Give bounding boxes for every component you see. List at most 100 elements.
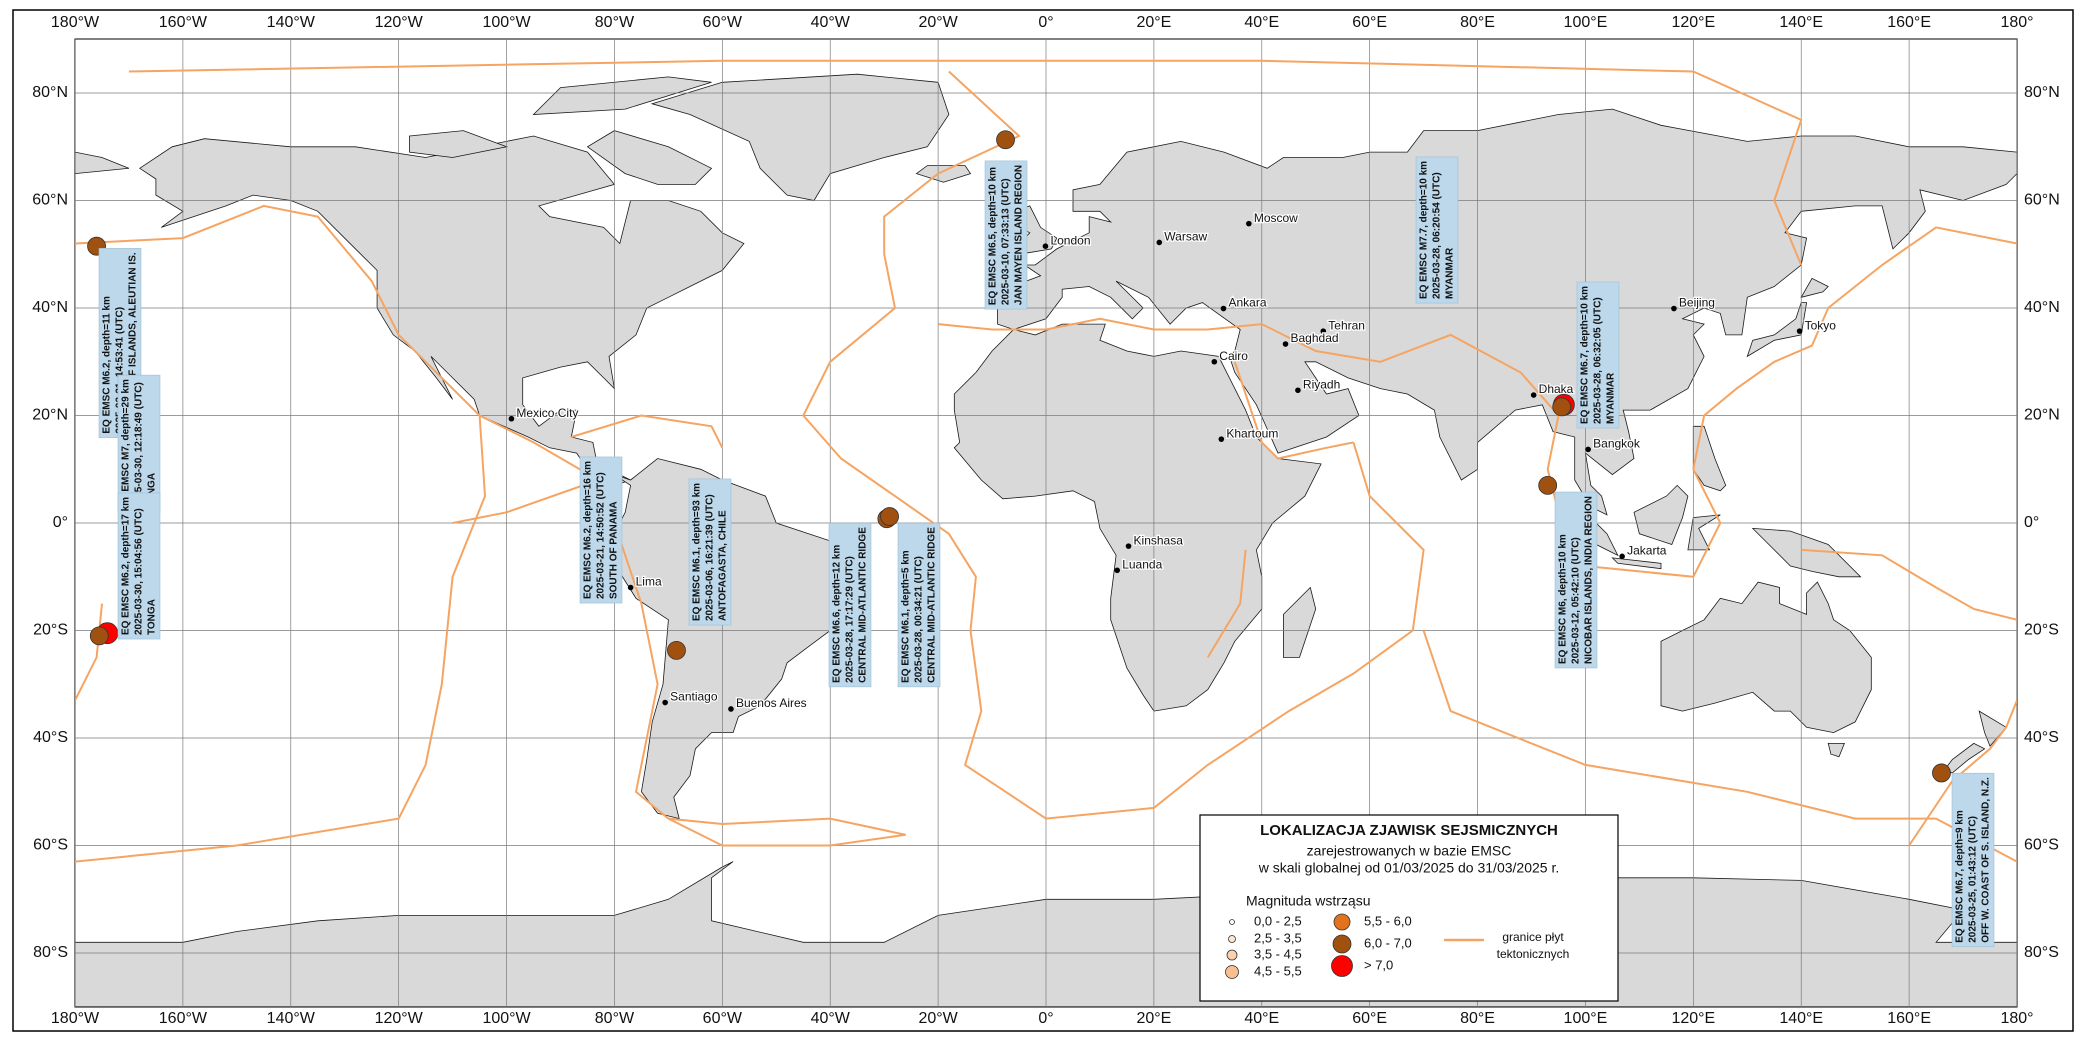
earthquake <box>1552 397 1572 417</box>
landmass <box>1751 527 1862 578</box>
lon-tick-label: 0° <box>1038 1010 1053 1027</box>
label-line: 2025-03-30, 15:04:56 (UTC) <box>134 508 145 635</box>
plate-boundary <box>571 414 724 449</box>
label-line: EQ EMSC M6.1, depth=5 km <box>901 550 912 683</box>
lon-tick-label: 100°E <box>1564 14 1608 31</box>
landmass <box>1660 581 1872 734</box>
plate-boundary <box>1801 548 2017 621</box>
earthquake <box>1932 763 1951 783</box>
earthquake <box>880 507 899 526</box>
city-dot <box>728 706 734 712</box>
lon-tick-label: 160°W <box>159 14 208 31</box>
city-label: Tehran <box>1328 318 1365 332</box>
label-line: 2025-03-21, 14:53:41 (UTC) <box>115 307 126 434</box>
lat-tick-label: 60°N <box>2024 192 2060 209</box>
earthquake-label: EQ EMSC M7.7, depth=10 km 2025-03-28, 06:… <box>1415 156 1459 304</box>
label-line: ANTOFAGASTA, CHILE <box>718 510 729 621</box>
earthquake-label: EQ EMSC M6.6, depth=12 km 2025-03-28, 17:… <box>828 522 872 688</box>
lon-tick-label: 80°E <box>1460 1010 1495 1027</box>
earthquake <box>1538 475 1558 495</box>
lat-tick-label: 80°S <box>33 944 68 961</box>
lon-tick-label: 180°W <box>51 14 100 31</box>
lat-tick-label: 80°S <box>2024 944 2059 961</box>
city-dot <box>1042 243 1049 249</box>
legend-symbol <box>1331 955 1353 977</box>
legend-label: 5,5 - 6,0 <box>1364 913 1412 928</box>
label-line: 2025-03-28, 06:20:54 (UTC) <box>1432 172 1443 299</box>
label-line: MYANMAR <box>1445 247 1456 299</box>
landmass <box>532 76 712 115</box>
label-box <box>984 160 1028 310</box>
label-line: ANDREANOF ISLANDS, ALEUTIAN IS. <box>128 252 139 434</box>
legend-plates-label: tektonicznych <box>1497 947 1570 961</box>
earthquake-label: EQ EMSC M6.5, depth=10 km 2025-03-10, 07:… <box>984 160 1028 310</box>
plate-boundary <box>75 204 906 847</box>
legend-label: 3,5 - 4,5 <box>1254 946 1302 961</box>
landmass <box>1978 710 2007 747</box>
earthquake-label: EQ EMSC M6, depth=10 km 2025-03-12, 05:42… <box>1554 491 1598 669</box>
lon-tick-label: 180°W <box>51 1010 100 1027</box>
tick-labels: 180°W 180°W 160°W 160°W 140°W 140°W 120°W 120°W… <box>32 14 2060 1027</box>
label-line: EQ EMSC M7, depth=29 km <box>121 379 132 509</box>
label-line: OFF W. COAST OF S. ISLAND, N.Z. <box>1981 777 1992 943</box>
label-line: CENTRAL MID-ATLANTIC RIDGE <box>927 527 938 683</box>
city-dot <box>1125 543 1132 549</box>
city-label: Riyadh <box>1303 377 1340 391</box>
city-label: Cairo <box>1219 349 1248 363</box>
lon-tick-label: 20°W <box>918 14 958 31</box>
label-line: EQ EMSC M6.6, depth=12 km <box>832 545 843 683</box>
label-box <box>688 478 732 626</box>
city-dot <box>1114 567 1121 574</box>
label-line: 2025-03-28, 00:34:21 (UTC) <box>914 556 925 683</box>
city-dot <box>1530 392 1537 398</box>
lon-tick-label: 100°E <box>1564 1010 1608 1027</box>
plate-boundary <box>452 479 599 524</box>
city-label: Buenos Aires <box>736 696 807 710</box>
lon-tick-label: 60°W <box>703 14 743 31</box>
city-label: Kinshasa <box>1134 533 1184 547</box>
lon-tick-label: 40°W <box>811 1010 851 1027</box>
label-box <box>117 492 161 640</box>
label-line: EQ EMSC M7.7, depth=10 km <box>1419 161 1430 299</box>
earthquake <box>89 626 109 646</box>
city-label: Moscow <box>1254 211 1298 225</box>
lon-tick-label: 0° <box>1038 14 1053 31</box>
lon-tick-label: 140°E <box>1779 1010 1823 1027</box>
lat-tick-label: 20°N <box>2024 407 2060 424</box>
label-line: NICOBAR ISLANDS, INDIA REGION <box>1584 496 1595 664</box>
lon-tick-label: 80°E <box>1460 14 1495 31</box>
label-box <box>1576 281 1620 429</box>
earthquake-label: EQ EMSC M6.2, depth=16 km 2025-03-21, 14:… <box>579 456 623 604</box>
lat-tick-label: 0° <box>2024 514 2039 531</box>
city-dot <box>1282 341 1289 347</box>
legend-magnitude-title: Magnituda wstrząsu <box>1246 893 1371 909</box>
landmass <box>608 458 858 820</box>
label-line: TONGA <box>147 599 158 635</box>
city-label: Warsaw <box>1164 230 1207 244</box>
lat-tick-label: 80°N <box>32 84 68 101</box>
lon-tick-label: 120°E <box>1671 1010 1715 1027</box>
lon-tick-label: 140°W <box>267 14 316 31</box>
legend-label: > 7,0 <box>1364 957 1393 972</box>
lon-tick-label: 140°E <box>1779 14 1823 31</box>
lon-tick-label: 160°E <box>1887 1010 1931 1027</box>
landmass <box>1633 484 1689 545</box>
city-label: Dhaka <box>1539 382 1574 396</box>
label-box <box>1554 491 1598 669</box>
label-line: JAN MAYEN ISLAND REGION <box>1014 165 1025 305</box>
city-dot <box>662 699 668 706</box>
lon-tick-label: 40°E <box>1244 1010 1279 1027</box>
legend-symbol <box>1228 935 1236 943</box>
landmass <box>915 165 972 183</box>
city-dot <box>1619 553 1625 560</box>
legend-label: 0,0 - 2,5 <box>1254 913 1302 928</box>
city-dot <box>1295 387 1301 394</box>
legend-box <box>1199 814 1619 1002</box>
city-label: Luanda <box>1122 557 1162 571</box>
lat-tick-label: 40°N <box>32 299 68 316</box>
legend-title: LOKALIZACJA ZJAWISK SEJSMICZNYCH <box>1260 822 1558 839</box>
legend-symbol <box>1226 949 1238 961</box>
label-line: 2025-03-10, 07:33:13 (UTC) <box>1001 178 1012 305</box>
label-line: MYANMAR <box>1606 372 1617 424</box>
